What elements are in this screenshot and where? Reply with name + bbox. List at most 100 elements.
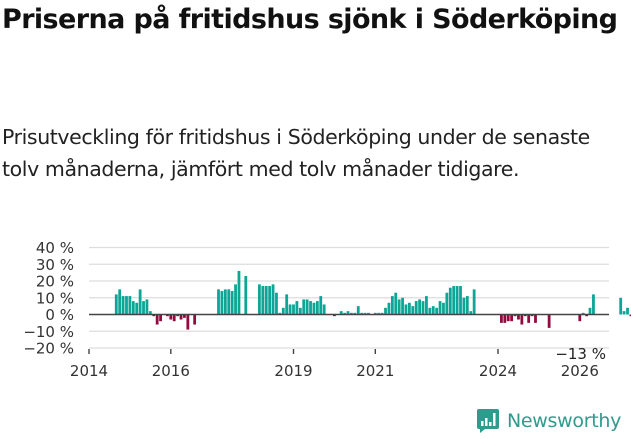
bar [401, 297, 404, 315]
bar [234, 284, 237, 315]
bar [155, 314, 159, 325]
y-tick-label: 30 % [36, 256, 74, 274]
bar [452, 286, 456, 315]
bar [384, 307, 387, 315]
x-tick-label: 2019 [274, 362, 312, 380]
bars [114, 270, 631, 330]
bar [275, 292, 278, 315]
bar-chart-speech-bubble-icon [477, 409, 499, 433]
bar [404, 304, 408, 315]
bar [438, 301, 442, 315]
bar [448, 287, 452, 315]
bar [363, 312, 367, 315]
bar [588, 307, 592, 315]
bar [237, 270, 241, 315]
bar [183, 314, 186, 318]
bar [442, 302, 445, 315]
bar [418, 299, 422, 315]
newsworthy-logo: Newsworthy [476, 408, 621, 434]
bar [131, 301, 135, 315]
bar [356, 306, 360, 315]
bar [281, 307, 285, 315]
bar [592, 294, 595, 315]
bar [159, 314, 162, 322]
bar [333, 314, 336, 317]
bar [500, 314, 503, 323]
bar [626, 307, 629, 315]
bar [261, 286, 265, 315]
bar [421, 301, 425, 315]
bar [193, 314, 197, 325]
bar [258, 284, 261, 315]
bar [350, 312, 353, 315]
bar [387, 302, 391, 315]
bar [302, 299, 306, 315]
logo-text: Newsworthy [507, 410, 622, 432]
bar [227, 289, 231, 315]
bar [271, 284, 275, 315]
bar [581, 312, 585, 315]
bar [472, 289, 476, 315]
bar [135, 302, 139, 315]
bar [510, 314, 514, 322]
y-tick-label: 0 % [45, 306, 74, 324]
bar [121, 296, 125, 315]
bar [142, 301, 145, 315]
bar-chart: 40 % 30 % 20 % 10 % 0 % −10 % −20 % 2014 2016 20… [0, 232, 631, 392]
bar [268, 286, 272, 315]
bar [394, 292, 398, 315]
bar [517, 314, 520, 320]
bar [343, 312, 347, 315]
bar [152, 314, 156, 317]
bar [172, 314, 176, 322]
x-tick-label: 2024 [479, 362, 517, 380]
bar [322, 304, 326, 315]
bar [244, 275, 248, 315]
bar [264, 286, 268, 315]
bar [414, 301, 418, 315]
chart-subtitle: Prisutveckling för fritidshus i Söderköp… [2, 125, 590, 181]
y-tick-label: 40 % [36, 239, 74, 257]
bar [411, 306, 415, 315]
last-value-annotation: −13 % [555, 345, 606, 363]
bar [367, 312, 370, 315]
bar [176, 314, 180, 317]
bar [315, 301, 319, 315]
bar [435, 307, 439, 315]
bar [288, 304, 292, 315]
x-tick-label: 2026 [561, 362, 599, 380]
bar [469, 311, 473, 315]
bar [530, 314, 534, 317]
bar [285, 294, 289, 315]
y-tick-label: −20 % [23, 340, 74, 358]
bar [298, 307, 302, 315]
bar [407, 302, 411, 315]
bar [114, 294, 118, 315]
bar [353, 312, 357, 315]
bar [292, 304, 295, 315]
x-tick-label: 2014 [70, 362, 108, 380]
bar [445, 292, 449, 315]
bar [622, 311, 626, 315]
bar [459, 286, 462, 315]
chart-title: Priserna på fritidshus sjönk i Söderköpi… [2, 4, 618, 35]
bar [309, 301, 312, 315]
bar [125, 296, 128, 315]
y-tick-label: −10 % [23, 323, 74, 341]
bar [169, 314, 173, 320]
bar [165, 314, 169, 317]
bar [138, 289, 142, 315]
bar [380, 312, 384, 315]
bar [230, 291, 234, 315]
y-axis-labels: 40 %30 %20 %10 %0 %−10 %−20 % [23, 239, 74, 358]
gridlines [89, 246, 609, 349]
bar [520, 314, 524, 325]
x-tick-label: 2016 [152, 362, 190, 380]
bar [527, 314, 531, 323]
bar [431, 306, 435, 315]
bar [390, 296, 394, 315]
bar [397, 299, 401, 315]
bar [179, 314, 183, 320]
bar [455, 286, 459, 315]
bar [217, 289, 220, 315]
